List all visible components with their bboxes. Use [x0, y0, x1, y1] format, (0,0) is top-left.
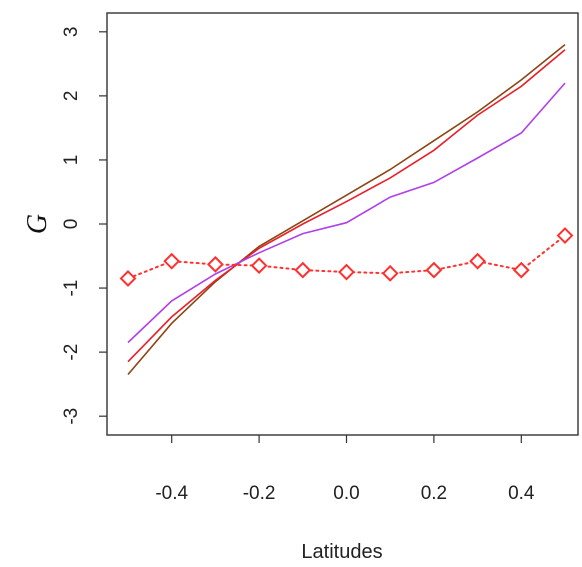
- y-tick-label: -2: [61, 344, 82, 361]
- series-4-point: [206, 255, 224, 273]
- series-4-point: [250, 257, 268, 275]
- x-tick-label: -0.2: [243, 483, 276, 504]
- series-4-point: [338, 263, 355, 281]
- x-tick-label: 0.4: [508, 483, 535, 504]
- y-axis: -3 -2 -1 0 1 2 3: [61, 27, 107, 425]
- y-tick-label: 2: [61, 91, 82, 102]
- series-4-point: [512, 261, 530, 279]
- series-4-point: [469, 252, 487, 270]
- x-tick-label: 0.0: [333, 483, 359, 504]
- series-4-point: [119, 270, 137, 287]
- series-4-point: [294, 261, 312, 279]
- series-layer: [119, 43, 574, 376]
- x-tick-label: 0.2: [421, 483, 447, 504]
- y-tick-label: 0: [61, 219, 82, 230]
- series-line-1: [127, 43, 566, 376]
- series-4-point: [381, 264, 399, 282]
- y-tick-label: -1: [61, 280, 82, 297]
- x-axis-title: Latitudes: [301, 541, 382, 563]
- series-4-point: [425, 261, 443, 279]
- series-4-point: [556, 227, 574, 244]
- y-axis-title: G: [22, 214, 53, 234]
- series-line-3: [127, 82, 566, 344]
- series-4-point: [163, 252, 181, 270]
- x-tick-label: -0.4: [155, 483, 188, 504]
- series-line-2: [127, 49, 566, 363]
- x-axis: -0.4 -0.2 0.0 0.2 0.4: [155, 435, 535, 504]
- y-tick-label: 1: [61, 155, 82, 166]
- y-tick-label: -3: [61, 408, 82, 425]
- y-tick-label: 3: [61, 27, 82, 38]
